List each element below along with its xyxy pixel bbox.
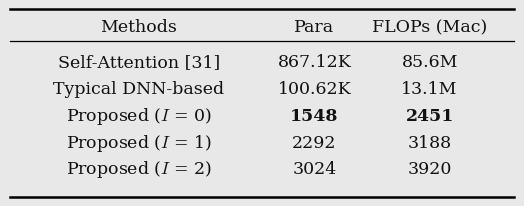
- Text: 3920: 3920: [408, 162, 452, 178]
- Text: Methods: Methods: [101, 19, 177, 36]
- Text: Proposed ($\mathit{I}$ = 0): Proposed ($\mathit{I}$ = 0): [66, 106, 212, 127]
- Text: Proposed ($\mathit{I}$ = 2): Proposed ($\mathit{I}$ = 2): [66, 159, 212, 180]
- Text: 3188: 3188: [408, 135, 452, 152]
- Text: 13.1M: 13.1M: [401, 81, 458, 98]
- Text: Self-Attention [31]: Self-Attention [31]: [58, 54, 220, 71]
- Text: 100.62K: 100.62K: [278, 81, 351, 98]
- Text: Typical DNN-based: Typical DNN-based: [53, 81, 224, 98]
- Text: FLOPs (Mac): FLOPs (Mac): [372, 19, 487, 36]
- Text: 1548: 1548: [290, 108, 339, 125]
- Text: 85.6M: 85.6M: [401, 54, 458, 71]
- Text: 867.12K: 867.12K: [278, 54, 351, 71]
- Text: 3024: 3024: [292, 162, 336, 178]
- Text: 2292: 2292: [292, 135, 336, 152]
- Text: Para: Para: [294, 19, 334, 36]
- Text: 2451: 2451: [406, 108, 454, 125]
- Text: Proposed ($\mathit{I}$ = 1): Proposed ($\mathit{I}$ = 1): [66, 133, 212, 154]
